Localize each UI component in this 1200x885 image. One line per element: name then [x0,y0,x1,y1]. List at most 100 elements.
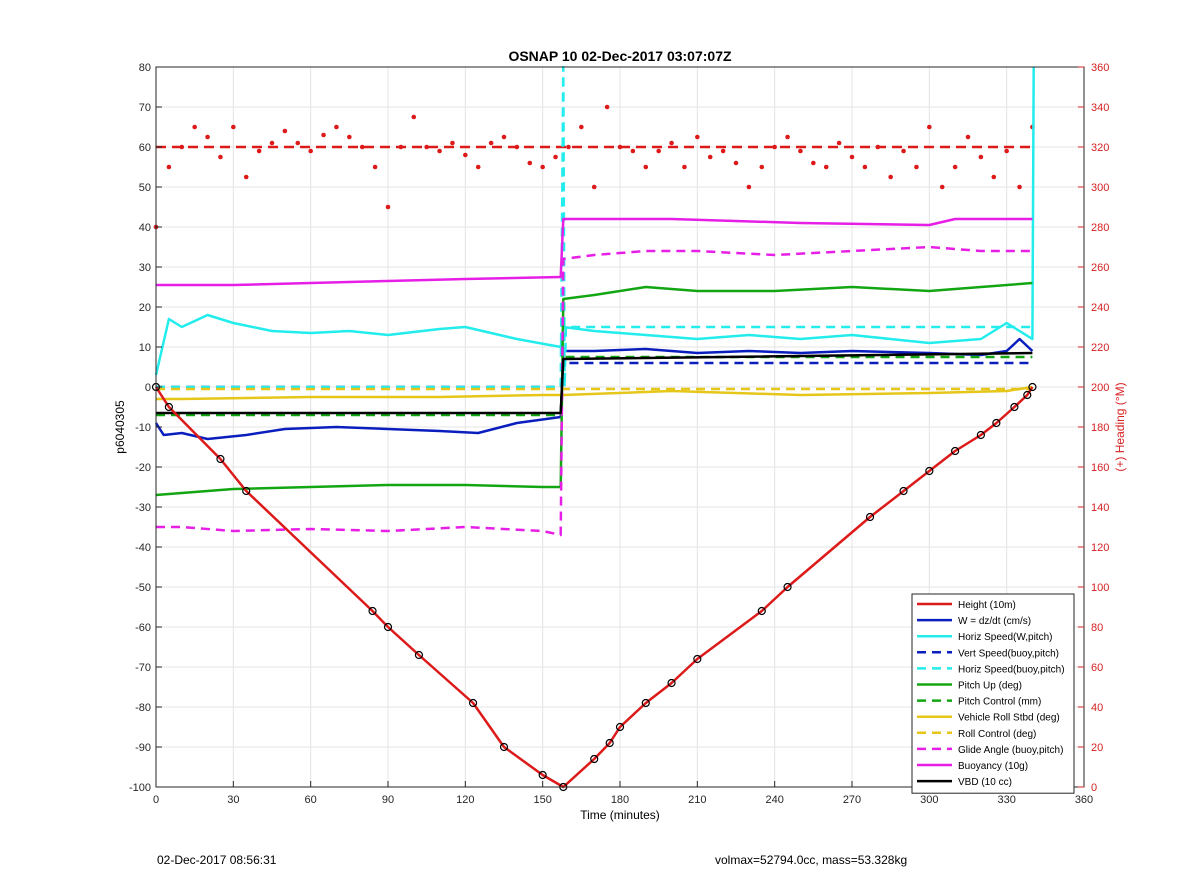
y2-tick-label: 240 [1091,302,1109,314]
x-tick-label: 120 [456,794,474,806]
height-marker [605,738,614,748]
heading-point [269,140,275,146]
heading-point [411,114,417,120]
heading-point [914,164,919,170]
heading-point [888,174,893,180]
heading-point [733,160,739,166]
height-marker [216,454,225,464]
y2-tick-label: 120 [1091,542,1109,554]
y2-tick-label: 160 [1091,462,1109,474]
heading-point [604,104,610,110]
y2-tick-label: 260 [1091,262,1109,274]
heading-point [707,154,713,160]
heading-point [166,164,172,170]
heading-point [372,164,378,170]
heading-point [991,174,997,180]
heading-point [952,164,958,170]
x-axis-label: Time (minutes) [580,808,660,822]
heading-point [1017,184,1022,190]
legend-label: Buoyancy (10g) [958,761,1028,772]
y-tick-label: 0 [145,382,151,394]
series-line-6 [155,281,1033,497]
y-tick-label: -60 [135,622,151,634]
height-marker [590,754,599,764]
x-tick-label: 150 [533,794,551,806]
height-marker [164,402,173,412]
heading-point [437,148,442,154]
heading-point [720,148,726,154]
y-tick-label: 50 [139,182,151,194]
y2-tick-label: 300 [1091,182,1109,194]
heading-point [514,144,520,150]
heading-point [978,154,984,160]
heading-point [282,128,288,134]
height-marker [538,770,547,780]
footer-info: volmax=52794.0cc, mass=53.328kg [715,853,908,867]
heading-point [424,144,429,150]
heading-point [849,154,855,160]
y-tick-label: -70 [135,662,151,674]
y2-tick-label: 340 [1091,102,1109,114]
heading-point [823,164,829,170]
y-tick-label: -80 [135,702,151,714]
heading-point [785,134,790,140]
series-line-4 [156,361,1033,389]
y-tick-label: -100 [129,782,151,794]
x-tick-label: 180 [611,794,629,806]
heading-point [669,140,674,146]
heading-point [643,164,649,170]
legend-label: Pitch Control (mm) [958,697,1041,708]
heading-point [566,144,571,150]
heading-point [656,148,661,154]
y-axis-label: p6040305 [113,400,127,454]
legend-label: W = dz/dt (cm/s) [958,616,1031,627]
y2-tick-label: 140 [1091,502,1109,514]
heading-point [746,184,752,190]
heading-point [475,164,481,170]
heading-point [1004,148,1009,154]
y-axis-left: 80 70 60 50 40 30 20 10 0 -10 -20 -30 -40 -50 -60 -70 -8… [129,62,162,794]
heading-point [385,204,391,210]
height-marker [925,466,934,476]
height-marker [499,742,509,752]
series-line-1 [154,386,1034,789]
series-line-12 [156,351,1033,415]
legend-label: Vert Speed(buoy,pitch) [958,648,1059,659]
height-marker [667,678,676,688]
legend-box [911,593,1075,794]
heading-point [334,124,339,130]
heading-point [205,134,210,140]
y-tick-label: -20 [135,462,151,474]
y-tick-label: 30 [139,262,151,274]
footer-timestamp: 02-Dec-2017 08:56:31 [157,853,277,867]
height-marker [899,486,908,496]
y-tick-label: 40 [139,222,151,234]
y2-tick-label: 280 [1091,222,1109,234]
heading-point [759,164,765,170]
x-tick-label: 240 [765,794,783,806]
x-tick-label: 0 [153,794,159,806]
heading-point [695,134,700,140]
y-tick-label: 20 [139,302,151,314]
heading-point [179,144,185,150]
height-marker [693,654,702,664]
height-marker [783,582,792,592]
y-tick-label: 10 [139,342,151,354]
heading-point [630,148,636,154]
y-tick-label: -30 [135,502,151,514]
y-tick-label: -40 [135,542,151,554]
heading-point [527,160,533,166]
series-line-7 [156,355,1033,417]
height-marker [992,418,1001,428]
heading-point [540,164,545,170]
heading-point [927,124,932,130]
heading-point [463,152,468,158]
heading-point [295,140,301,146]
y2-tick-label: 320 [1091,142,1109,154]
y2-tick-label: 20 [1091,742,1103,754]
x-tick-label: 330 [997,794,1015,806]
heading-point [965,134,971,140]
y2-tick-label: 60 [1091,662,1103,674]
y2-tick-label: 220 [1091,342,1109,354]
